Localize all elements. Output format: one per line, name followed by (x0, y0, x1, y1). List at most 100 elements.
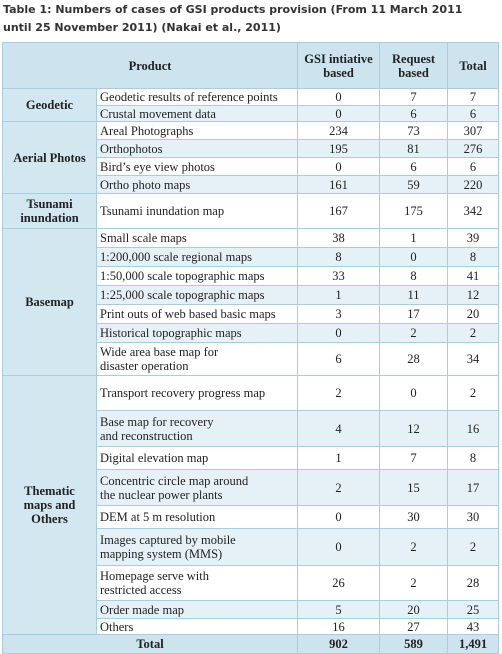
product-name: Order made map (95, 600, 299, 619)
cell-value: 6 (447, 105, 500, 122)
column-header: Total (447, 42, 500, 89)
cell-value: 307 (447, 121, 500, 140)
table-row: Thematic maps and Others Transport recove… (2, 375, 500, 635)
product-name: Base map for recovery and reconstruction (95, 410, 299, 447)
table-row: Aerial Photos Areal Photographs 234 73 307 (2, 121, 500, 194)
product-name: Tsunami inundation map (95, 193, 299, 229)
cell-value: 26 (297, 565, 381, 601)
cell-value: 342 (447, 193, 500, 229)
table-row: Bird’s eye view photos 0 6 6 (3, 157, 500, 176)
table-row: Others 16 27 43 (3, 618, 500, 635)
cell-value: 20 (379, 600, 449, 619)
table-caption: Table 1: Numbers of cases of GSI product… (3, 3, 463, 34)
table-row: Geodetic Geodetic results of reference po… (2, 88, 500, 122)
product-name: Images captured by mobile mapping system… (95, 528, 299, 566)
group-label: Basemap (2, 228, 97, 376)
cell-value: 175 (379, 193, 449, 229)
cell-value: 2 (379, 323, 449, 343)
cell-value: 34 (447, 342, 500, 376)
total-label: Total (1, 634, 299, 654)
cell-value: 2 (447, 528, 500, 566)
product-name: Print outs of web based basic maps (95, 304, 299, 324)
cell-value: 30 (379, 505, 449, 529)
cell-value: 220 (447, 175, 500, 194)
cell-value: 12 (379, 410, 449, 447)
table-row: Concentric circle map around the nuclear… (3, 469, 500, 506)
product-name: Transport recovery progress map (95, 375, 299, 411)
column-header: Request based (379, 42, 449, 89)
cell-value: 15 (379, 469, 449, 506)
cell-value: 7 (379, 88, 449, 106)
cell-value: 6 (379, 157, 449, 176)
cell-value: 43 (447, 618, 500, 635)
cell-value: 7 (447, 88, 500, 106)
cell-value: 7 (379, 446, 449, 470)
cell-value: 0 (379, 247, 449, 267)
cell-value: 17 (379, 304, 449, 324)
cell-value: 12 (447, 285, 500, 305)
product-name: Wide area base map for disaster operatio… (95, 342, 299, 376)
cell-value: 2 (447, 323, 500, 343)
cell-value: 16 (447, 410, 500, 447)
header-row: Product GSI intiative based Request based T… (1, 42, 500, 89)
table-row: Crustal movement data 0 6 6 (3, 105, 500, 122)
product-name: Crustal movement data (95, 105, 299, 122)
product-name: Homepage serve with restricted access (95, 565, 299, 601)
table-row: Orthophotos 195 81 276 (3, 139, 500, 158)
table-row: 1:25,000 scale topographic maps 1 11 12 (3, 285, 500, 305)
product-name: 1:200,000 scale regional maps (95, 247, 299, 267)
table-row: 1:50,000 scale topographic maps 33 8 41 (3, 266, 500, 286)
cell-value: 20 (447, 304, 500, 324)
table-row: Homepage serve with restricted access 26 2… (3, 565, 500, 601)
group-label: Geodetic (2, 88, 97, 122)
cell-value: 30 (447, 505, 500, 529)
cell-value: 25 (447, 600, 500, 619)
cell-value: 6 (297, 342, 381, 376)
cell-value: 28 (379, 342, 449, 376)
table-row: Ortho photo maps 161 59 220 (3, 175, 500, 194)
cell-value: 8 (447, 446, 500, 470)
cell-value: 0 (297, 528, 381, 566)
cell-value: 73 (379, 121, 449, 140)
cell-value: 0 (297, 157, 381, 176)
product-name: Others (95, 618, 299, 635)
column-header: Product (1, 42, 299, 89)
cell-value: 11 (379, 285, 449, 305)
cell-value: 3 (297, 304, 381, 324)
group-label: Thematic maps and Others (2, 375, 97, 635)
cell-value: 1 (297, 285, 381, 305)
cell-value: 38 (297, 228, 381, 248)
product-name: Areal Photographs (95, 121, 299, 140)
cell-value: 8 (379, 266, 449, 286)
cell-value: 167 (297, 193, 381, 229)
cell-value: 1 (297, 446, 381, 470)
product-name: 1:50,000 scale topographic maps (95, 266, 299, 286)
product-name: Historical topographic maps (95, 323, 299, 343)
group-label: Aerial Photos (2, 121, 97, 194)
cell-value: 8 (447, 247, 500, 267)
cell-value: 2 (297, 375, 381, 411)
product-name: Concentric circle map around the nuclear… (95, 469, 299, 506)
table-row: Tsunami inundation Tsunami inundation map… (2, 193, 500, 229)
table-row: Base map for recovery and reconstruction… (3, 410, 500, 447)
product-name: Orthophotos (95, 139, 299, 158)
cell-value: 33 (297, 266, 381, 286)
cell-value: 161 (297, 175, 381, 194)
cell-value: 0 (297, 88, 381, 106)
cell-value: 2 (379, 565, 449, 601)
total-value: 902 (297, 634, 381, 654)
cell-value: 17 (447, 469, 500, 506)
cell-value: 0 (297, 323, 381, 343)
table-row: 1:200,000 scale regional maps 8 0 8 (3, 247, 500, 267)
cell-value: 39 (447, 228, 500, 248)
cell-value: 276 (447, 139, 500, 158)
table-row: DEM at 5 m resolution 0 30 30 (3, 505, 500, 529)
total-value: 589 (379, 634, 449, 654)
column-header: GSI intiative based (297, 42, 381, 89)
cell-value: 27 (379, 618, 449, 635)
cell-value: 81 (379, 139, 449, 158)
product-name: Geodetic results of reference points (95, 88, 299, 106)
table-row: Basemap Small scale maps 38 1 39 (2, 228, 500, 376)
product-name: Small scale maps (95, 228, 299, 248)
